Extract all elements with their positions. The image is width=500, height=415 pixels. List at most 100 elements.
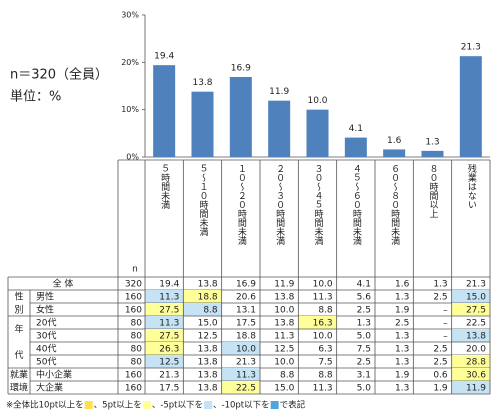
row-label: 中小企業 <box>36 369 72 381</box>
row-label: 20代 <box>36 318 56 329</box>
bar <box>421 150 444 157</box>
y-tick-label: 10% <box>121 105 139 114</box>
value-cell: 13.8 <box>198 345 218 355</box>
n-cell: 80 <box>131 358 143 368</box>
value-cell: 11.3 <box>159 293 179 303</box>
value-cell: – <box>443 306 448 316</box>
value-cell: 1.3 <box>395 345 409 355</box>
value-cell: – <box>443 319 448 329</box>
cell-highlight <box>451 368 490 381</box>
value-label: 1.6 <box>387 136 402 146</box>
value-cell: 16.9 <box>236 280 256 290</box>
bar <box>459 56 482 157</box>
value-cell: 11.3 <box>236 371 256 381</box>
cell-highlight <box>451 355 490 368</box>
cell-highlight <box>451 329 490 342</box>
value-cell: 8.8 <box>203 306 218 316</box>
value-cell: 27.5 <box>159 306 179 316</box>
footnote-text: で表記 <box>280 400 306 411</box>
value-cell: 1.3 <box>395 384 409 394</box>
bar <box>229 77 252 157</box>
value-cell: 15.0 <box>198 319 218 329</box>
value-cell: 20.0 <box>466 345 486 355</box>
value-label: 1.3 <box>425 137 439 147</box>
value-cell: 2.5 <box>357 358 371 368</box>
value-cell: 1.3 <box>395 293 409 303</box>
value-cell: 10.0 <box>274 306 294 316</box>
value-cell: 21.3 <box>236 358 256 368</box>
value-cell: 13.8 <box>198 384 218 394</box>
value-cell: 8.8 <box>280 371 295 381</box>
value-cell: 15.0 <box>274 384 294 394</box>
value-label: 19.4 <box>154 52 174 62</box>
value-cell: 1.9 <box>395 306 410 316</box>
row-label: 30代 <box>36 331 56 342</box>
n-cell: 160 <box>125 384 142 394</box>
value-cell: 13.8 <box>198 358 218 368</box>
row-label: 50代 <box>36 357 56 368</box>
footnote-swatch <box>84 401 93 409</box>
value-cell: 30.6 <box>466 371 486 381</box>
x-tick-label: ４５～６０時間未満 <box>351 164 362 246</box>
row-label: 40代 <box>36 344 56 355</box>
x-tick-label: １０～２０時間未満 <box>236 164 247 246</box>
value-cell: 1.3 <box>357 319 371 329</box>
value-cell: 13.8 <box>198 371 218 381</box>
value-label: 11.9 <box>269 87 289 97</box>
x-tick-label: ８０時間以上 <box>428 164 439 218</box>
footnote-text: 、-5pt以下を <box>152 401 203 411</box>
value-cell: 13.1 <box>236 306 256 316</box>
value-label: 10.0 <box>307 96 327 106</box>
n-cell: 80 <box>131 332 143 342</box>
value-cell: 22.5 <box>466 319 486 329</box>
footnote-swatch <box>204 401 213 409</box>
row-label: 男性 <box>36 291 54 303</box>
value-cell: 17.5 <box>236 319 256 329</box>
value-cell: 12.5 <box>159 358 179 368</box>
x-tick-label: ５時間未満 <box>159 164 170 210</box>
value-cell: 1.9 <box>395 371 410 381</box>
footnote-text: 、5pt以上を <box>94 401 142 411</box>
value-cell: 18.8 <box>236 332 256 342</box>
n-cell: 80 <box>131 345 143 355</box>
footnote-swatch <box>270 401 279 409</box>
row-label: 女性 <box>36 304 54 316</box>
footnote-text: 、-10pt以下を <box>213 401 270 411</box>
value-cell: 11.3 <box>274 332 294 342</box>
value-cell: 26.3 <box>159 345 179 355</box>
value-cell: 1.9 <box>433 384 448 394</box>
value-cell: 1.3 <box>433 280 447 290</box>
value-cell: 2.5 <box>433 345 447 355</box>
row-label: 全 体 <box>53 278 74 290</box>
value-cell: 1.3 <box>395 358 409 368</box>
unit-label: 単位：% <box>10 89 61 105</box>
value-cell: 13.8 <box>274 319 294 329</box>
cell-highlight <box>145 342 184 355</box>
value-label: 16.9 <box>231 64 251 74</box>
cell-highlight <box>451 303 490 316</box>
y-tick-label: 20% <box>121 58 139 67</box>
value-cell: 5.0 <box>357 332 372 342</box>
value-cell: – <box>443 332 448 342</box>
cell-highlight <box>451 290 490 303</box>
value-label: 21.3 <box>461 43 481 53</box>
value-cell: 13.8 <box>274 293 294 303</box>
value-cell: 2.5 <box>395 319 409 329</box>
value-label: 4.1 <box>349 124 363 134</box>
y-tick-label: 30% <box>121 11 139 20</box>
cell-highlight <box>221 381 260 394</box>
x-tick-label: ３０～４５時間未満 <box>313 164 324 246</box>
n-cell: 160 <box>125 306 142 316</box>
x-tick-label: ２０～３０時間未満 <box>274 164 285 246</box>
footnote-swatch <box>142 401 151 409</box>
value-cell: 2.5 <box>433 358 447 368</box>
cell-highlight <box>145 316 184 329</box>
group-label: 別 <box>14 305 23 316</box>
value-cell: 4.1 <box>357 280 371 290</box>
n-cell: 80 <box>131 319 143 329</box>
n-cell: 160 <box>125 293 142 303</box>
value-cell: 2.5 <box>433 293 447 303</box>
value-cell: 20.6 <box>236 293 256 303</box>
bar <box>153 65 176 157</box>
